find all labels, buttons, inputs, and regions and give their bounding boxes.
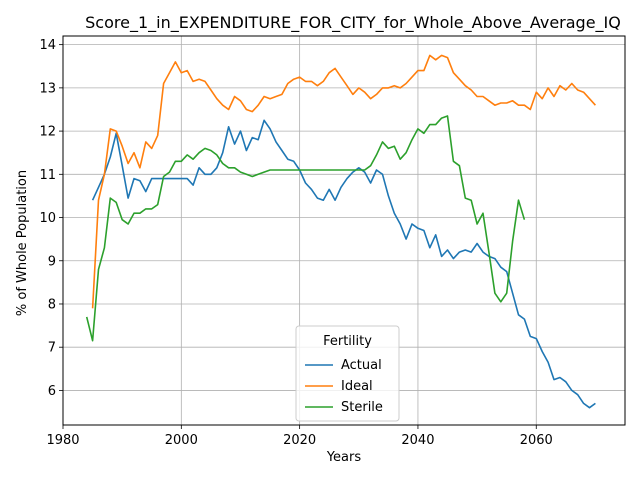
y-tick-label: 6 xyxy=(48,384,56,399)
series-layer xyxy=(85,54,596,409)
x-tick-label: 2000 xyxy=(165,433,198,448)
y-tick-label: 9 xyxy=(48,254,56,269)
y-tick-label: 10 xyxy=(39,211,56,226)
legend-label-sterile: Sterile xyxy=(341,400,383,415)
legend: Fertility Actual Ideal Sterile xyxy=(295,325,400,422)
legend-label-ideal: Ideal xyxy=(341,379,373,394)
legend-label-actual: Actual xyxy=(341,358,382,373)
x-tick-label: 2040 xyxy=(401,433,434,448)
y-axis: 6 7 8 9 10 11 12 13 14 xyxy=(39,38,63,399)
grid xyxy=(62,36,625,425)
x-tick-label: 2020 xyxy=(283,433,316,448)
chart-title: Score_1_in_EXPENDITURE_FOR_CITY_for_Whol… xyxy=(85,13,621,33)
y-tick-label: 14 xyxy=(39,38,56,53)
y-tick-label: 11 xyxy=(39,168,56,183)
y-tick-label: 12 xyxy=(39,125,56,140)
plot-frame xyxy=(62,35,626,426)
series-line-sterile xyxy=(85,115,526,342)
y-tick-label: 8 xyxy=(48,297,56,312)
y-axis-label: % of Whole Population xyxy=(15,170,30,316)
y-tick-label: 7 xyxy=(48,341,56,356)
series-line-ideal xyxy=(91,54,596,309)
x-tick-label: 2060 xyxy=(520,433,553,448)
legend-title: Fertility xyxy=(323,334,372,349)
legend-box xyxy=(295,325,400,422)
x-axis-label: Years xyxy=(326,450,362,465)
series-line-actual xyxy=(91,119,596,409)
y-tick-label: 13 xyxy=(39,81,56,96)
x-axis: 1980 2000 2020 2040 2060 xyxy=(46,425,553,448)
x-tick-label: 1980 xyxy=(46,433,79,448)
